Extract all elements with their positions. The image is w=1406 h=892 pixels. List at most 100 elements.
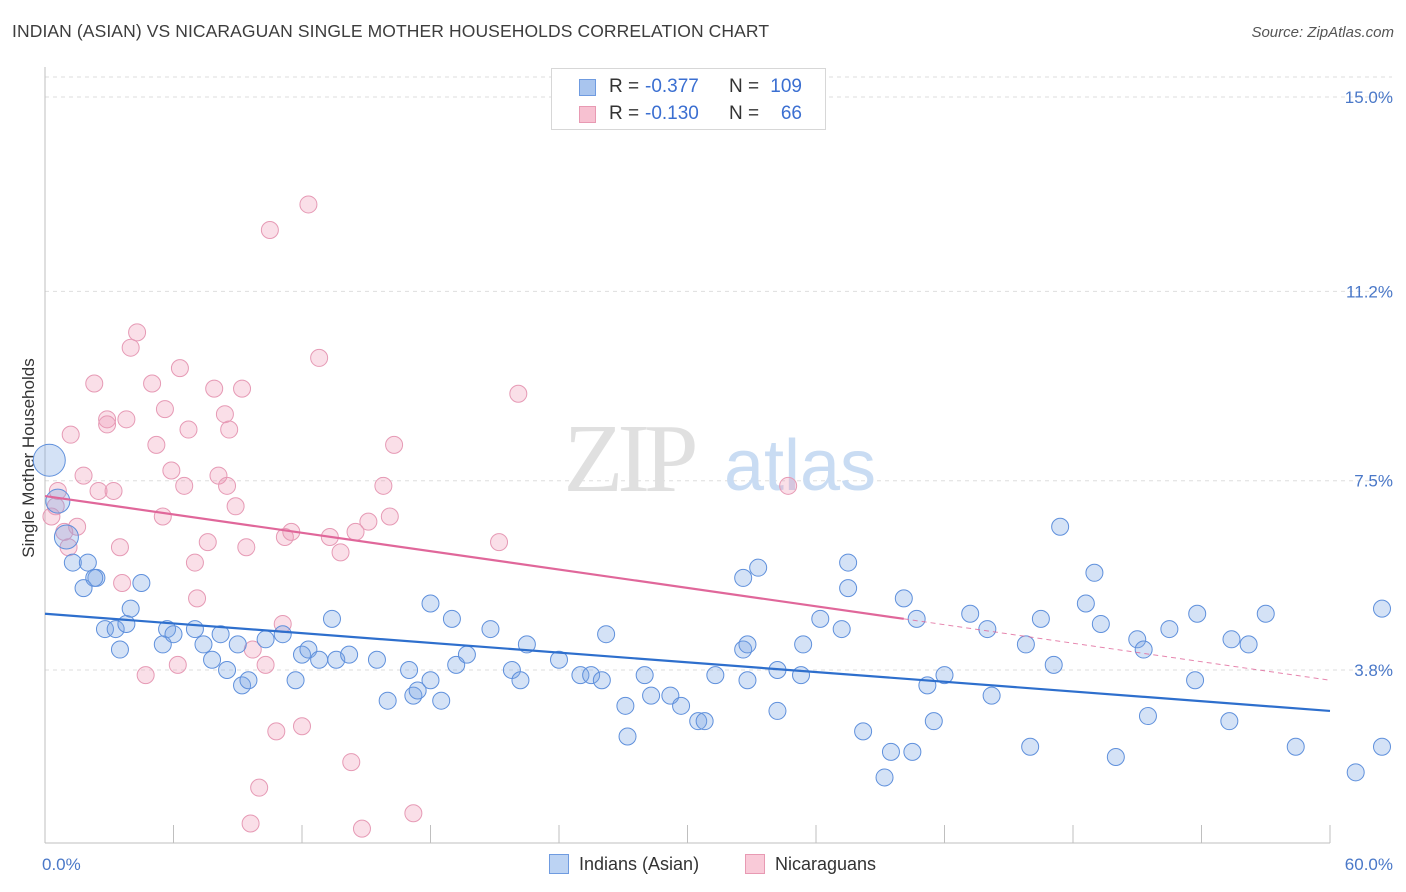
data-point-nicaraguan bbox=[113, 574, 132, 593]
data-point-indian bbox=[1138, 707, 1157, 726]
data-point-indian bbox=[53, 524, 79, 550]
data-point-nicaraguan bbox=[215, 405, 234, 424]
data-point-indian bbox=[367, 650, 386, 669]
data-point-indian bbox=[1016, 635, 1035, 654]
data-point-indian bbox=[408, 681, 427, 700]
grid-lines bbox=[45, 76, 1392, 671]
data-point-indian bbox=[875, 768, 894, 787]
data-point-indian bbox=[635, 666, 654, 685]
data-point-nicaraguan bbox=[98, 415, 117, 434]
data-point-indian bbox=[616, 696, 635, 715]
stats-n-label: N = bbox=[729, 103, 760, 124]
data-point-nicaraguan bbox=[188, 589, 207, 608]
data-point-nicaraguan bbox=[175, 476, 194, 495]
data-point-indian bbox=[310, 650, 329, 669]
axes bbox=[44, 67, 1331, 844]
data-point-indian bbox=[218, 661, 237, 679]
data-point-indian bbox=[1076, 594, 1095, 613]
data-point-nicaraguan bbox=[220, 420, 239, 439]
data-point-nicaraguan bbox=[293, 717, 311, 736]
data-point-indian bbox=[881, 742, 900, 761]
data-point-indian bbox=[45, 488, 71, 514]
data-point-indian bbox=[1134, 640, 1153, 659]
data-point-nicaraguan bbox=[110, 538, 129, 557]
data-point-indian bbox=[256, 630, 275, 649]
stats-swatch-indians bbox=[579, 79, 596, 96]
stats-r-label: R = bbox=[609, 76, 640, 97]
data-point-nicaraguan bbox=[218, 476, 237, 495]
legend-label-indians: Indians (Asian) bbox=[579, 854, 700, 874]
data-point-nicaraguan bbox=[170, 359, 189, 378]
data-point-nicaraguan bbox=[179, 420, 198, 439]
data-point-indian bbox=[121, 599, 140, 618]
data-point-indian bbox=[768, 701, 787, 720]
y-tick-label: 3.8% bbox=[1354, 661, 1393, 680]
data-point-indian bbox=[164, 625, 183, 644]
data-point-nicaraguan bbox=[42, 507, 61, 526]
data-point-indian bbox=[78, 553, 97, 572]
data-point-nicaraguan bbox=[241, 814, 260, 833]
data-point-indian bbox=[340, 645, 359, 664]
legend-label-nicaraguans: Nicaraguans bbox=[775, 854, 877, 874]
data-point-indian bbox=[481, 620, 500, 639]
data-point-nicaraguan bbox=[185, 553, 204, 572]
data-point-indian bbox=[511, 671, 530, 690]
data-point-indian bbox=[1091, 614, 1110, 633]
data-point-indian bbox=[457, 645, 476, 664]
data-point-nicaraguan bbox=[48, 481, 67, 500]
data-point-indian bbox=[689, 712, 708, 731]
trend-line-indians bbox=[44, 612, 1331, 713]
x-tick-label: 60.0% bbox=[1345, 855, 1393, 874]
data-point-indian bbox=[421, 594, 440, 613]
data-point-indian bbox=[1085, 563, 1104, 582]
watermark: ZIP atlas bbox=[564, 405, 877, 513]
data-point-indian bbox=[642, 686, 661, 705]
y-tick-label: 11.2% bbox=[1346, 282, 1393, 301]
legend-swatch-indians bbox=[549, 854, 569, 874]
data-point-indian bbox=[582, 666, 601, 685]
data-point-nicaraguan bbox=[98, 410, 117, 429]
stats-r-label: R = bbox=[609, 103, 640, 124]
data-point-nicaraguan bbox=[68, 517, 87, 536]
stats-row-indians: R = -0.377 N = 109 bbox=[552, 74, 825, 100]
data-point-indian bbox=[106, 620, 125, 639]
data-point-nicaraguan bbox=[359, 512, 378, 531]
data-point-nicaraguan bbox=[147, 435, 166, 454]
data-point-indian bbox=[239, 671, 258, 690]
data-point-nicaraguan bbox=[310, 348, 329, 367]
data-point-indian bbox=[442, 609, 461, 628]
data-point-nicaraguan bbox=[168, 655, 187, 674]
data-point-indian bbox=[132, 574, 151, 593]
data-point-indian bbox=[961, 604, 980, 623]
data-point-indian bbox=[592, 671, 611, 690]
data-point-nicaraguan bbox=[121, 338, 140, 357]
data-point-indian bbox=[32, 443, 66, 477]
data-point-nicaraguan bbox=[117, 410, 136, 429]
data-point-nicaraguan bbox=[61, 425, 80, 444]
data-point-indian bbox=[924, 712, 943, 731]
stats-n-value: 109 bbox=[770, 76, 802, 97]
data-point-nicaraguan bbox=[233, 379, 252, 398]
data-point-indian bbox=[839, 553, 858, 572]
data-point-indian bbox=[597, 625, 616, 644]
data-point-indian bbox=[1160, 620, 1179, 639]
data-point-indian bbox=[421, 671, 440, 690]
data-point-nicaraguan bbox=[509, 384, 528, 403]
data-point-indian bbox=[734, 568, 753, 587]
data-point-indian bbox=[1286, 737, 1305, 756]
data-point-indian bbox=[738, 671, 757, 690]
data-point-nicaraguan bbox=[226, 497, 245, 516]
y-tick-label: 7.5% bbox=[1354, 472, 1393, 491]
data-point-indian bbox=[194, 635, 213, 654]
data-point-indian bbox=[550, 650, 568, 669]
stats-box: R = -0.377 N = 109 R = -0.130 N = 66 bbox=[551, 68, 826, 130]
trend-line-nicaraguans-extension bbox=[903, 618, 1331, 681]
data-point-indian bbox=[706, 666, 725, 685]
stats-n-label: N = bbox=[729, 76, 760, 97]
data-point-indian bbox=[894, 589, 913, 608]
data-point-indian bbox=[839, 579, 858, 598]
stats-n-value: 66 bbox=[780, 103, 802, 124]
data-point-indian bbox=[95, 620, 114, 639]
data-point-indian bbox=[982, 686, 1001, 705]
data-point-nicaraguan bbox=[385, 435, 404, 454]
